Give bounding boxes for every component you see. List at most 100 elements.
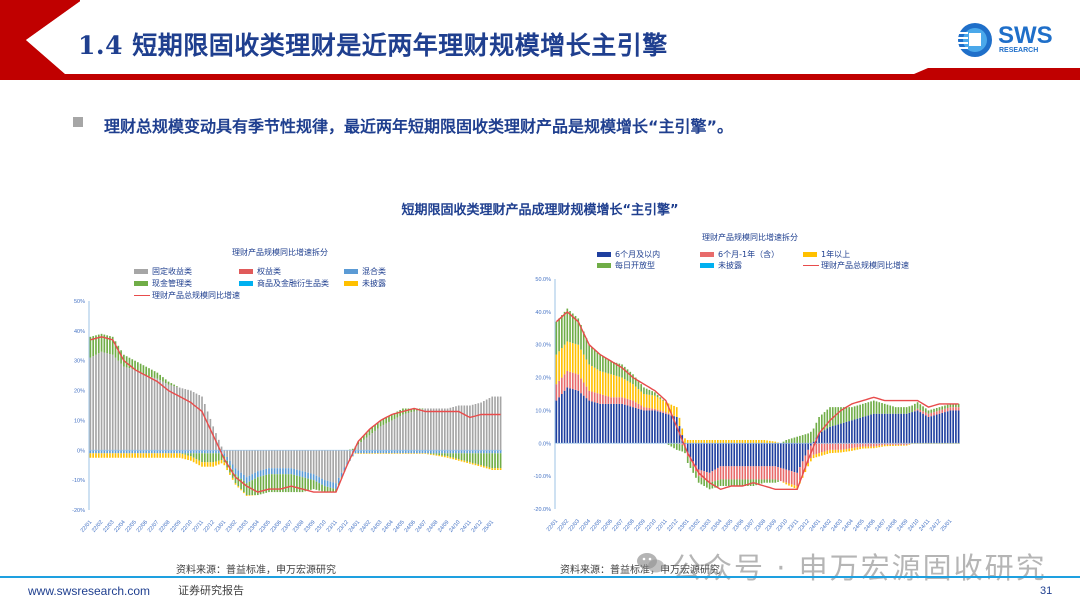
footer-divider — [0, 576, 1080, 578]
legend-swatch-icon — [239, 269, 253, 274]
legend-label: 6个月及以内 — [615, 250, 661, 259]
svg-text:23/10: 23/10 — [314, 519, 327, 533]
svg-text:30%: 30% — [74, 359, 85, 365]
sws-logo-icon — [958, 23, 992, 57]
svg-text:22/01: 22/01 — [80, 519, 93, 533]
legend-label: 现金管理类 — [152, 279, 192, 288]
right-source-note: 资料来源：普益标准，申万宏源研究 — [560, 565, 720, 576]
svg-text:24/08: 24/08 — [426, 519, 439, 533]
svg-text:24/01: 24/01 — [348, 519, 361, 533]
svg-text:-10.0%: -10.0% — [534, 474, 552, 480]
svg-text:-10%: -10% — [72, 478, 85, 484]
legend-swatch-icon — [597, 252, 611, 257]
legend-swatch-icon — [134, 269, 148, 274]
bullet-text: 理财总规模变动具有季节性规律，最近两年短期限固收类理财产品是规模增长“主引擎”。 — [104, 117, 734, 136]
legend-item: 6个月及以内 — [597, 249, 660, 260]
svg-text:22/03: 22/03 — [102, 519, 115, 533]
right-chart-legend: 6个月及以内 6个月-1年（含） 1年以上每日开放型 未披露 理财产品总规模同比增速 — [597, 249, 917, 275]
svg-text:22/04: 22/04 — [579, 518, 592, 532]
legend-item: 未披露 — [700, 260, 742, 271]
legend-label: 6个月-1年（含） — [718, 250, 780, 259]
legend-swatch-icon — [239, 281, 253, 286]
watermark-text: 公众号 · 申万宏源固收研究 — [672, 551, 1047, 585]
svg-text:10%: 10% — [74, 418, 85, 424]
svg-text:24/02: 24/02 — [819, 518, 832, 532]
legend-label: 每日开放型 — [615, 261, 655, 270]
svg-text:22/12: 22/12 — [203, 519, 216, 533]
svg-text:25/01: 25/01 — [940, 518, 953, 532]
svg-text:23/05: 23/05 — [258, 519, 271, 533]
left-stacked-bar-chart: 50% 40% 30% 20% 10% 0% -10% -20% 22/0122/0222/03… — [72, 299, 502, 534]
svg-text:23/02: 23/02 — [225, 519, 238, 533]
svg-text:22/10: 22/10 — [180, 519, 193, 533]
figure-title: 短期限固收类理财产品成理财规模增长“主引擎” — [401, 203, 679, 218]
svg-text:22/10: 22/10 — [644, 518, 657, 532]
svg-text:22/02: 22/02 — [557, 518, 570, 532]
wechat-icon — [637, 553, 664, 573]
legend-label: 混合类 — [362, 267, 386, 276]
svg-text:23/01: 23/01 — [677, 518, 690, 532]
svg-text:23/05: 23/05 — [721, 518, 734, 532]
svg-text:10.0%: 10.0% — [535, 408, 551, 414]
legend-label: 理财产品总规模同比增速 — [152, 291, 240, 300]
svg-text:24/02: 24/02 — [359, 519, 372, 533]
svg-text:23/04: 23/04 — [247, 519, 260, 533]
svg-text:50%: 50% — [74, 299, 85, 305]
header-chevron-decoration — [0, 0, 80, 80]
svg-text:24/05: 24/05 — [392, 519, 405, 533]
legend-item: 权益类 — [239, 266, 281, 277]
svg-text:22/07: 22/07 — [147, 519, 160, 533]
svg-text:24/04: 24/04 — [381, 519, 394, 533]
left-chart-legend: 固定收益类 权益类 混合类 现金管理类 商品及金融衍生品类 未披露 理财产品总规模同比增速 — [134, 266, 434, 302]
svg-text:24/10: 24/10 — [907, 518, 920, 532]
svg-text:24/03: 24/03 — [370, 519, 383, 533]
svg-text:23/08: 23/08 — [292, 519, 305, 533]
footer-website-link[interactable]: www.swsresearch.com — [28, 584, 151, 598]
legend-label: 未披露 — [718, 261, 742, 270]
svg-text:22/09: 22/09 — [633, 518, 646, 532]
svg-text:0.0%: 0.0% — [538, 441, 551, 447]
svg-text:23/07: 23/07 — [281, 519, 294, 533]
svg-text:23/10: 23/10 — [776, 518, 789, 532]
legend-swatch-icon — [597, 263, 611, 268]
legend-item: 现金管理类 — [134, 278, 192, 289]
page-number: 31 — [1040, 585, 1053, 597]
legend-swatch-icon — [700, 252, 714, 257]
svg-text:24/09: 24/09 — [437, 519, 450, 533]
svg-text:23/01: 23/01 — [214, 519, 227, 533]
svg-text:40%: 40% — [74, 329, 85, 335]
svg-text:23/09: 23/09 — [303, 519, 316, 533]
legend-swatch-icon — [803, 252, 817, 257]
svg-text:-20.0%: -20.0% — [534, 507, 552, 513]
svg-text:24/06: 24/06 — [404, 519, 417, 533]
legend-label: 权益类 — [257, 267, 281, 276]
svg-text:23/06: 23/06 — [270, 519, 283, 533]
svg-text:24/12: 24/12 — [471, 519, 484, 533]
svg-text:30.0%: 30.0% — [535, 343, 551, 349]
right-chart-title: 理财产品规模同比增速拆分 — [702, 233, 798, 242]
legend-item: 固定收益类 — [134, 266, 192, 277]
legend-item: 1年以上 — [803, 249, 850, 260]
legend-item: 商品及金融衍生品类 — [239, 278, 329, 289]
svg-text:22/02: 22/02 — [91, 519, 104, 533]
logo-subtext: RESEARCH — [999, 47, 1039, 54]
svg-text:23/12: 23/12 — [337, 519, 350, 533]
page-title: 1.4 短期限固收类理财是近两年理财规模增长主引擎 — [78, 31, 668, 60]
svg-text:25/01: 25/01 — [482, 519, 495, 533]
svg-text:0%: 0% — [77, 448, 85, 454]
svg-text:50.0%: 50.0% — [535, 277, 551, 283]
legend-label: 理财产品总规模同比增速 — [821, 261, 909, 270]
svg-text:24/07: 24/07 — [415, 519, 428, 533]
logo-text: SWS — [998, 22, 1053, 49]
legend-swatch-icon — [344, 269, 358, 274]
svg-text:-20%: -20% — [72, 508, 85, 514]
left-source-note: 资料来源：普益标准，申万宏源研究 — [176, 565, 336, 576]
legend-label: 固定收益类 — [152, 267, 192, 276]
legend-label: 商品及金融衍生品类 — [257, 279, 329, 288]
legend-swatch-icon — [344, 281, 358, 286]
svg-text:23/03: 23/03 — [236, 519, 249, 533]
svg-text:22/05: 22/05 — [125, 519, 138, 533]
svg-text:20%: 20% — [74, 389, 85, 395]
header-red-band — [24, 74, 914, 80]
legend-item: 6个月-1年（含） — [700, 249, 779, 260]
